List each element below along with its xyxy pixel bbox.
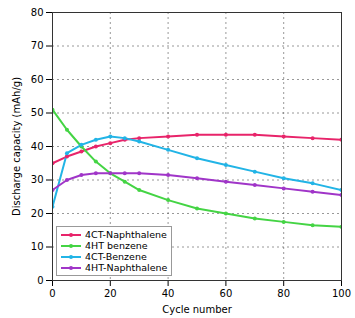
svg-text:20: 20 [104,288,117,299]
svg-text:10: 10 [31,241,44,252]
svg-text:40: 40 [162,288,175,299]
svg-text:60: 60 [31,74,44,85]
svg-text:80: 80 [31,7,44,18]
svg-text:70: 70 [31,40,44,51]
svg-text:80: 80 [277,288,290,299]
html-text:4HT benzene: 4HT benzene [85,240,148,251]
svg-text:0: 0 [49,288,55,299]
html-text:4CT-Benzene: 4CT-Benzene [85,251,147,262]
html-text:4CT-Naphthalene: 4CT-Naphthalene [85,229,167,240]
html-text:4HT-Naphthalene: 4HT-Naphthalene [85,262,168,273]
svg-text:40: 40 [31,141,44,152]
svg-text:50: 50 [31,107,44,118]
svg-text:60: 60 [220,288,233,299]
svg-text:20: 20 [31,208,44,219]
svg-text:100: 100 [332,288,351,299]
svg-text:0: 0 [37,275,43,286]
svg-text:Cycle number: Cycle number [162,304,232,315]
svg-text:30: 30 [31,174,44,185]
svg-text:Discharge capacity (mAh/g): Discharge capacity (mAh/g) [11,77,22,216]
